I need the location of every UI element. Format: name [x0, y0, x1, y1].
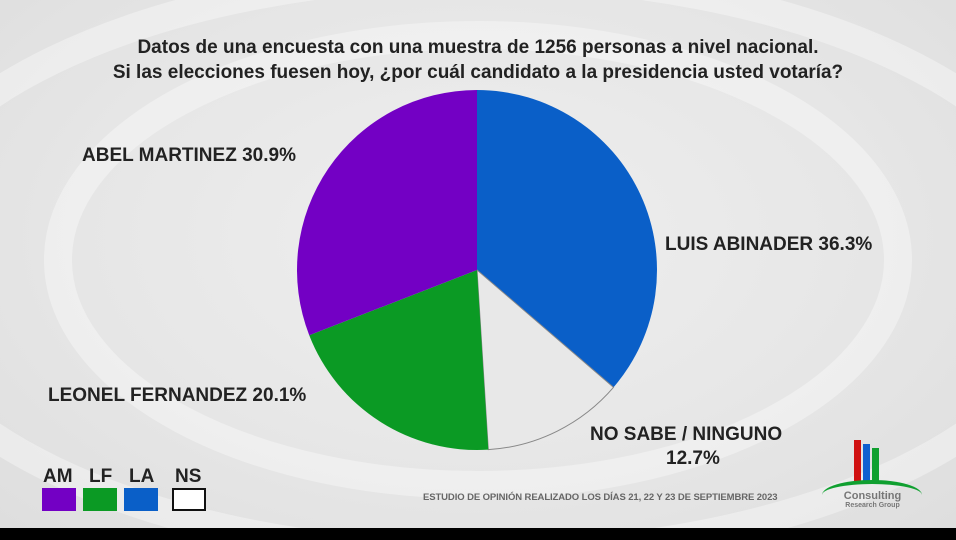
logo-subtext: Research Group: [845, 502, 900, 509]
pie-slice-am: [297, 90, 477, 336]
logo-bar-green: [872, 448, 879, 482]
label-no-sabe: NO SABE / NINGUNO: [590, 424, 783, 445]
chart-title: Datos de una encuesta con una muestra de…: [137, 37, 819, 58]
legend-lf-label: LF: [89, 466, 113, 487]
pie-slice-lf: [309, 270, 489, 450]
label-abel-martinez: ABEL MARTINEZ 30.9%: [82, 145, 296, 166]
chart-subtitle: Si las elecciones fuesen hoy, ¿por cuál …: [112, 62, 844, 83]
label-no-sabe-value: 12.7%: [666, 448, 720, 469]
legend-am-swatch: [42, 488, 76, 511]
pie-slice-la: [477, 90, 657, 388]
logo-bar-red: [854, 440, 861, 482]
background-swirls: [0, 0, 956, 528]
label-leonel-fernandez: LEONEL FERNANDEZ 20.1%: [48, 385, 307, 406]
legend-ns-swatch: [172, 488, 206, 511]
legend-am-label: AM: [43, 466, 73, 487]
background-swirl: [44, 21, 912, 499]
footer-note: ESTUDIO DE OPINIÓN REALIZADO LOS DÍAS 21…: [423, 492, 778, 503]
logo-arc: [822, 480, 922, 510]
bottom-bar: [0, 528, 956, 540]
legend-lf-swatch: [83, 488, 117, 511]
legend-la-swatch: [124, 488, 158, 511]
chart-canvas: Datos de una encuesta con una muestra de…: [0, 0, 956, 528]
pie-chart: [297, 90, 657, 451]
logo-text: Consulting: [843, 490, 902, 502]
consulting-logo: Consulting Research Group: [820, 438, 925, 518]
logo-bar-blue: [863, 444, 870, 482]
legend-la-label: LA: [129, 466, 155, 487]
label-luis-abinader: LUIS ABINADER 36.3%: [665, 234, 873, 255]
pie-slice-ns: [476, 268, 615, 451]
legend-ns-label: NS: [175, 466, 202, 487]
